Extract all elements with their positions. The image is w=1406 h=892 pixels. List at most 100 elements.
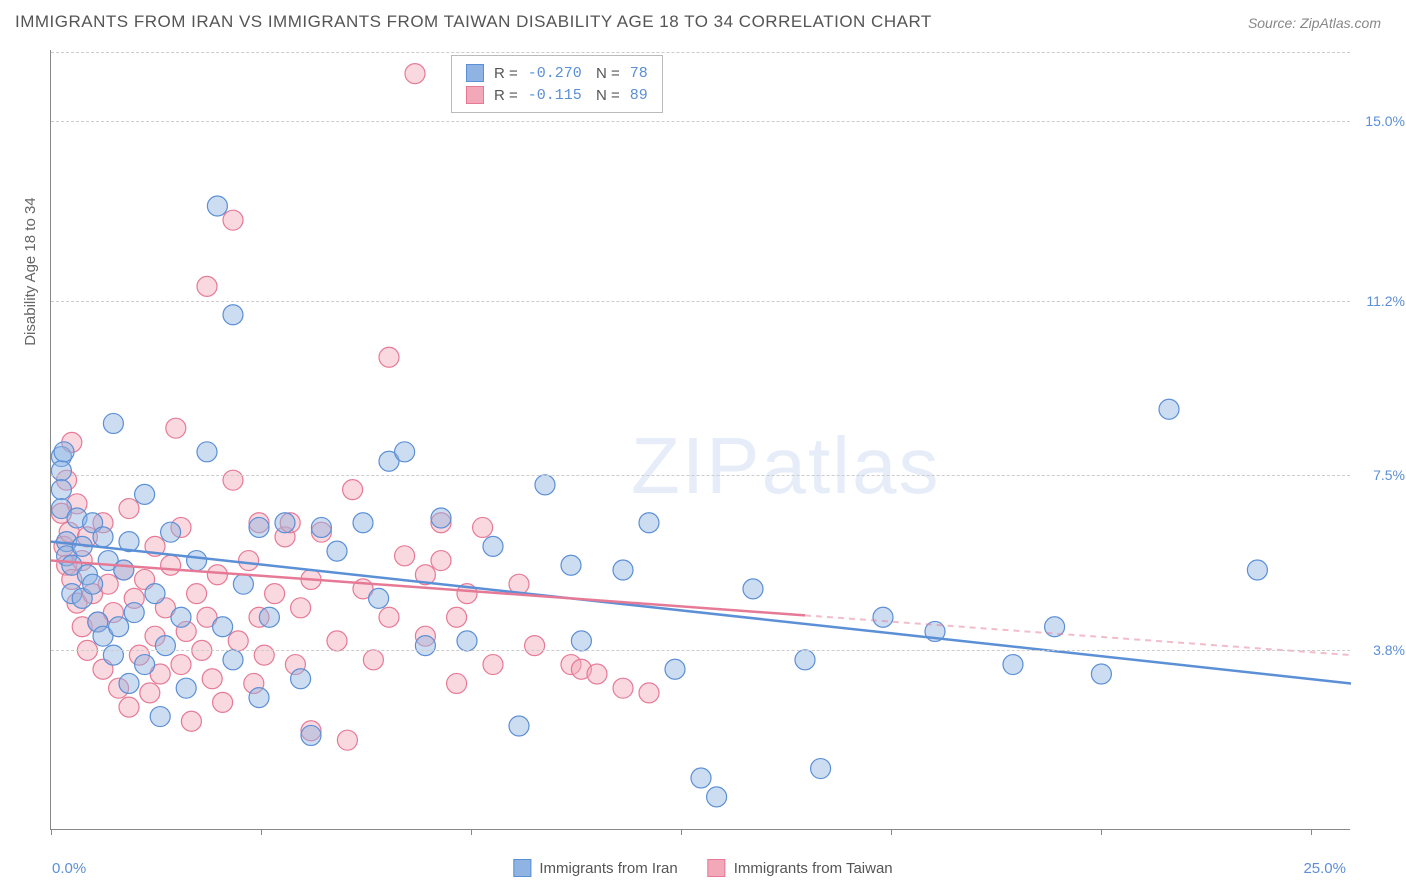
ytick-label: 3.8% (1373, 642, 1405, 658)
swatch-taiwan-icon (708, 859, 726, 877)
data-point (395, 442, 415, 462)
data-point (51, 461, 71, 481)
plot-area: ZIPatlas R =-0.270 N =78 R =-0.115 N =89… (50, 50, 1350, 830)
data-point (327, 631, 347, 651)
xtick (1101, 829, 1102, 835)
data-point (166, 418, 186, 438)
data-point (525, 636, 545, 656)
data-point (327, 541, 347, 561)
data-point (213, 692, 233, 712)
data-point (223, 650, 243, 670)
legend-item-taiwan: Immigrants from Taiwan (708, 859, 893, 877)
data-point (135, 655, 155, 675)
ytick-label: 7.5% (1373, 467, 1405, 483)
data-point (613, 560, 633, 580)
data-point (124, 603, 144, 623)
data-point (259, 607, 279, 627)
data-point (873, 607, 893, 627)
data-point (415, 636, 435, 656)
data-point (1247, 560, 1267, 580)
data-point (275, 513, 295, 533)
data-point (353, 513, 373, 533)
regression-line (51, 542, 1351, 684)
data-point (587, 664, 607, 684)
data-point (301, 725, 321, 745)
gridline (51, 650, 1350, 651)
data-point (161, 555, 181, 575)
data-point (1091, 664, 1111, 684)
data-point (395, 546, 415, 566)
data-point (114, 560, 134, 580)
xtick (261, 829, 262, 835)
data-point (202, 669, 222, 689)
data-point (483, 536, 503, 556)
data-point (119, 697, 139, 717)
data-point (223, 470, 243, 490)
data-point (223, 305, 243, 325)
data-point (54, 442, 74, 462)
data-point (249, 517, 269, 537)
data-point (379, 347, 399, 367)
regression-line-dashed (805, 615, 1351, 655)
data-point (145, 584, 165, 604)
data-point (707, 787, 727, 807)
data-point (223, 210, 243, 230)
legend-label: Immigrants from Iran (539, 860, 677, 877)
data-point (187, 551, 207, 571)
data-point (119, 499, 139, 519)
legend-label: Immigrants from Taiwan (734, 860, 893, 877)
data-point (639, 683, 659, 703)
data-point (197, 276, 217, 296)
data-point (135, 484, 155, 504)
data-point (249, 688, 269, 708)
data-point (665, 659, 685, 679)
data-point (561, 555, 581, 575)
xtick (891, 829, 892, 835)
series-legend: Immigrants from Iran Immigrants from Tai… (513, 859, 892, 877)
data-point (473, 517, 493, 537)
source-label: Source: ZipAtlas.com (1248, 15, 1381, 31)
gridline (51, 52, 1350, 53)
data-point (171, 607, 191, 627)
data-point (369, 588, 389, 608)
data-point (233, 574, 253, 594)
ytick-label: 15.0% (1365, 113, 1405, 129)
data-point (291, 598, 311, 618)
xtick (1311, 829, 1312, 835)
swatch-iran-icon (513, 859, 531, 877)
data-point (181, 711, 201, 731)
data-point (1159, 399, 1179, 419)
scatter-svg (51, 50, 1350, 829)
xtick (471, 829, 472, 835)
gridline (51, 475, 1350, 476)
data-point (291, 669, 311, 689)
data-point (103, 413, 123, 433)
data-point (811, 759, 831, 779)
data-point (213, 617, 233, 637)
data-point (197, 442, 217, 462)
data-point (83, 574, 103, 594)
legend-item-iran: Immigrants from Iran (513, 859, 677, 877)
data-point (363, 650, 383, 670)
data-point (483, 655, 503, 675)
data-point (337, 730, 357, 750)
data-point (613, 678, 633, 698)
data-point (691, 768, 711, 788)
data-point (431, 551, 451, 571)
y-axis-label: Disability Age 18 to 34 (22, 197, 39, 345)
data-point (51, 480, 71, 500)
data-point (140, 683, 160, 703)
data-point (109, 617, 129, 637)
ytick-label: 11.2% (1366, 293, 1405, 309)
data-point (457, 631, 477, 651)
xtick (681, 829, 682, 835)
data-point (161, 522, 181, 542)
data-point (447, 673, 467, 693)
data-point (176, 678, 196, 698)
chart-title: IMMIGRANTS FROM IRAN VS IMMIGRANTS FROM … (15, 12, 932, 32)
xtick (51, 829, 52, 835)
data-point (103, 645, 123, 665)
data-point (795, 650, 815, 670)
data-point (93, 527, 113, 547)
data-point (379, 607, 399, 627)
